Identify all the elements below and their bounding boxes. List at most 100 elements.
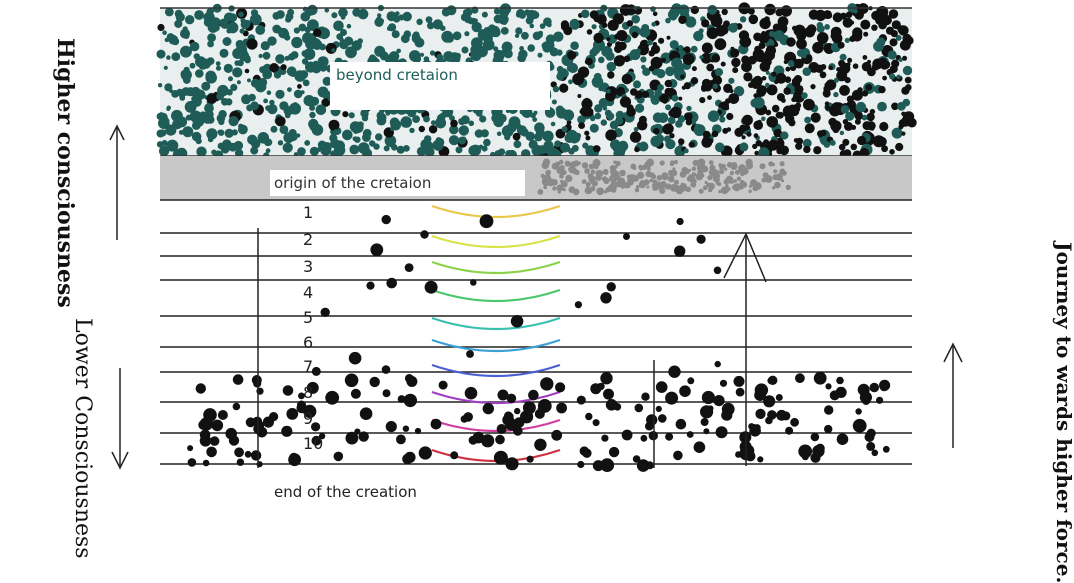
dark-dot xyxy=(701,390,716,405)
noise-dot xyxy=(191,116,198,123)
noise-dot xyxy=(175,12,185,22)
noise-dot xyxy=(429,50,436,56)
noise-dot xyxy=(284,112,291,119)
noise-dot xyxy=(640,56,647,63)
dark-dot xyxy=(632,455,641,463)
noise-dot xyxy=(699,55,704,60)
noise-dot xyxy=(861,114,868,121)
noise-dot xyxy=(228,76,233,82)
noise-dot xyxy=(189,62,196,69)
noise-dot xyxy=(156,49,166,59)
dark-dot xyxy=(674,245,686,257)
noise-dot xyxy=(571,144,579,152)
noise-dot xyxy=(773,128,782,138)
noise-dot xyxy=(776,93,785,102)
noise-dot xyxy=(791,77,799,85)
noise-dot xyxy=(888,9,899,19)
noise-dot xyxy=(185,114,192,121)
grey-speckle-dot xyxy=(559,164,565,171)
noise-dot xyxy=(164,83,173,92)
noise-dot xyxy=(775,72,787,84)
noise-dot xyxy=(551,99,557,105)
noise-dot xyxy=(269,99,275,106)
noise-dot xyxy=(319,59,327,68)
grey-speckle-dot xyxy=(780,168,785,174)
dark-dot xyxy=(298,392,305,400)
noise-dot xyxy=(726,112,734,121)
dark-dot xyxy=(479,214,494,229)
noise-dot xyxy=(795,137,804,145)
noise-dot xyxy=(390,126,395,131)
noise-dot xyxy=(317,140,327,150)
dark-dot xyxy=(510,315,524,328)
noise-dot xyxy=(891,102,899,111)
noise-dot xyxy=(559,83,569,93)
dark-dot xyxy=(703,428,710,435)
noise-dot xyxy=(284,55,290,61)
dark-dot xyxy=(320,307,330,317)
dark-dot xyxy=(424,280,438,294)
noise-dot xyxy=(338,7,348,18)
noise-dot xyxy=(439,112,447,119)
noise-dot xyxy=(331,12,338,19)
level-number-7: 7 xyxy=(303,357,314,376)
noise-dot xyxy=(680,74,685,79)
dark-dot xyxy=(825,383,832,390)
dark-dot xyxy=(336,452,343,460)
noise-dot xyxy=(872,135,885,148)
noise-dot xyxy=(584,130,590,136)
grey-speckle-dot xyxy=(752,185,759,192)
dark-dot xyxy=(675,418,687,430)
noise-dot xyxy=(902,65,913,76)
noise-dot xyxy=(802,138,812,148)
grey-speckle-dot xyxy=(560,179,564,183)
noise-dot xyxy=(895,34,902,41)
dark-dot xyxy=(420,230,429,239)
noise-dot xyxy=(262,133,268,139)
noise-dot xyxy=(602,22,608,28)
grey-speckle-dot xyxy=(589,178,595,184)
noise-dot xyxy=(516,125,524,132)
dark-dot xyxy=(658,414,667,423)
grey-speckle-dot xyxy=(775,173,783,181)
noise-dot xyxy=(658,37,665,44)
noise-dot xyxy=(309,146,319,156)
grey-speckle-dot xyxy=(643,179,650,186)
noise-dot xyxy=(639,26,651,38)
noise-dot xyxy=(747,7,755,15)
noise-dot xyxy=(753,133,759,139)
noise-dot xyxy=(594,112,602,120)
noise-dot xyxy=(503,49,513,59)
noise-dot xyxy=(166,105,171,110)
noise-dot xyxy=(866,121,876,131)
noise-dot xyxy=(765,109,772,116)
noise-dot xyxy=(840,105,850,114)
grey-speckle-dot xyxy=(604,178,609,182)
grey-speckle-dot xyxy=(581,162,589,169)
noise-dot xyxy=(853,9,858,14)
noise-dot xyxy=(860,19,871,30)
dark-dot xyxy=(363,413,370,420)
noise-dot xyxy=(847,57,853,63)
grey-speckle-dot xyxy=(609,178,613,182)
dark-dot xyxy=(199,435,212,447)
noise-dot xyxy=(391,30,400,39)
noise-dot xyxy=(517,53,526,63)
dark-dot xyxy=(693,441,706,454)
grey-speckle-dot xyxy=(656,175,663,181)
noise-dot xyxy=(589,10,599,19)
origin-creation-box xyxy=(270,170,525,196)
noise-dot xyxy=(230,83,238,91)
noise-dot xyxy=(340,14,346,20)
noise-dot xyxy=(843,149,852,158)
noise-dot xyxy=(180,45,192,58)
noise-dot xyxy=(325,42,337,54)
noise-dot xyxy=(629,131,642,143)
noise-dot xyxy=(816,24,825,33)
grey-speckle-dot xyxy=(558,159,564,165)
noise-dot xyxy=(403,30,412,38)
noise-dot xyxy=(578,122,585,129)
noise-dot xyxy=(741,61,752,73)
noise-dot xyxy=(669,40,679,50)
dark-dot xyxy=(686,431,694,438)
